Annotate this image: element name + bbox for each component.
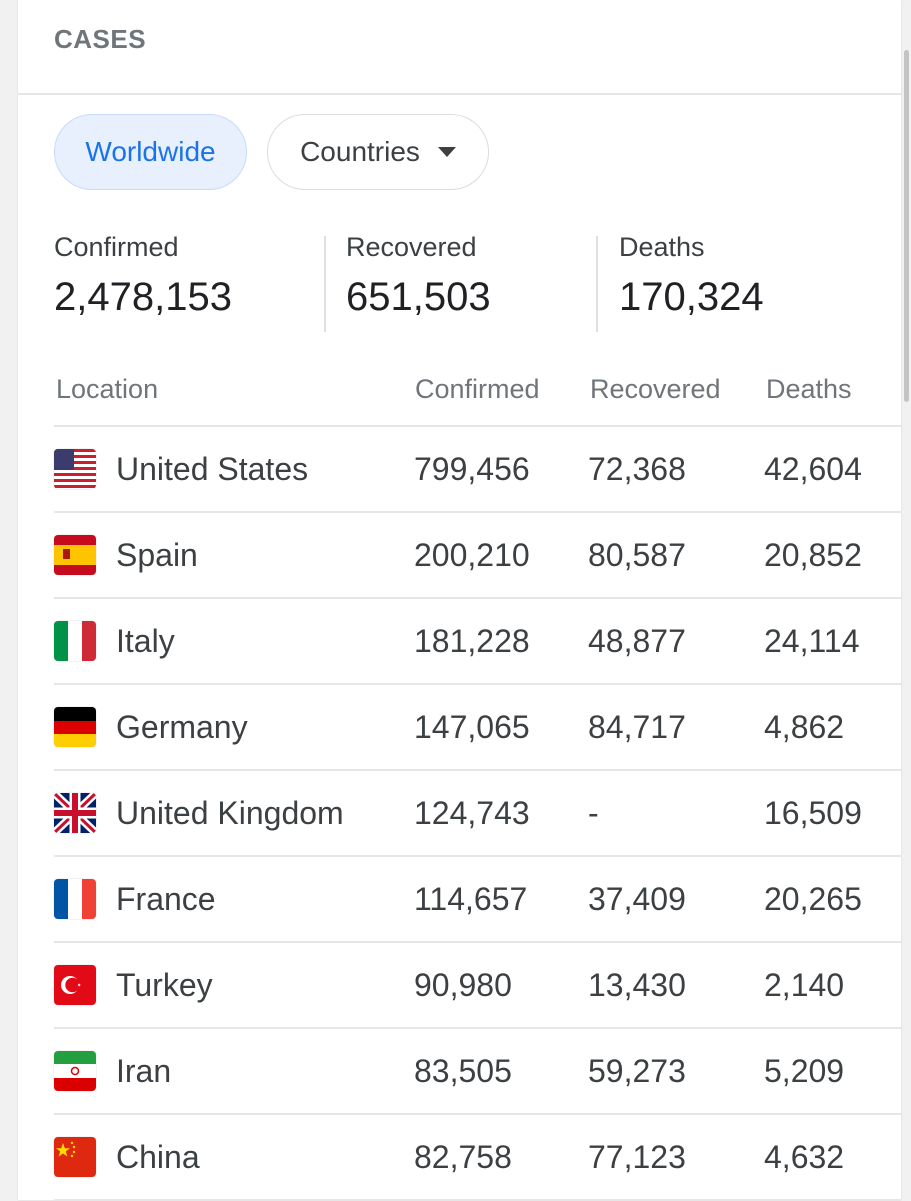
location-cell: France — [116, 881, 216, 917]
cases-card: CASES Worldwide Countries Confirmed 2,47… — [18, 0, 901, 1201]
table-row[interactable]: United States 799,456 72,368 42,604 — [54, 427, 901, 513]
location-cell: United States — [116, 451, 309, 487]
recovered-stat: Recovered 651,503 — [346, 232, 491, 320]
column-header-location[interactable]: Location — [56, 374, 159, 404]
location-cell: Turkey — [116, 967, 213, 1003]
deaths-label: Deaths — [619, 232, 705, 262]
location-cell: Iran — [116, 1053, 172, 1089]
deaths-stat: Deaths 170,324 — [619, 232, 764, 320]
countries-dropdown-label: Countries — [300, 136, 420, 167]
confirmed-cell: 147,065 — [414, 709, 530, 745]
location-cell: Spain — [116, 537, 198, 573]
confirmed-cell: 90,980 — [414, 967, 512, 1003]
deaths-cell: 5,209 — [764, 1053, 845, 1089]
deaths-cell: 2,140 — [764, 967, 845, 1003]
worldwide-chip[interactable]: Worldwide — [54, 114, 247, 190]
recovered-cell: 59,273 — [588, 1053, 686, 1089]
table-row[interactable]: Germany 147,065 84,717 4,862 — [54, 685, 901, 771]
deaths-cell: 20,265 — [764, 881, 862, 917]
recovered-cell: 72,368 — [588, 451, 686, 487]
confirmed-cell: 200,210 — [414, 537, 530, 573]
stat-divider — [596, 236, 598, 332]
stat-divider — [324, 236, 326, 332]
italy-flag-icon — [54, 621, 96, 661]
confirmed-cell: 799,456 — [414, 451, 530, 487]
deaths-value: 170,324 — [619, 275, 764, 319]
confirmed-label: Confirmed — [54, 232, 179, 262]
confirmed-cell: 83,505 — [414, 1053, 512, 1089]
deaths-cell: 4,862 — [764, 709, 845, 745]
location-cell: United Kingdom — [116, 795, 344, 831]
recovered-cell: 84,717 — [588, 709, 686, 745]
recovered-cell: 48,877 — [588, 623, 686, 659]
worldwide-chip-label: Worldwide — [85, 136, 216, 167]
table-row[interactable]: Turkey 90,980 13,430 2,140 — [54, 943, 901, 1029]
recovered-cell: 13,430 — [588, 967, 686, 1003]
table-row[interactable]: United Kingdom 124,743 - 16,509 — [54, 771, 901, 857]
us-flag-icon — [54, 449, 96, 489]
deaths-cell: 24,114 — [764, 623, 860, 659]
countries-dropdown[interactable]: Countries — [267, 114, 489, 190]
recovered-cell: 77,123 — [588, 1139, 686, 1175]
column-header-recovered[interactable]: Recovered — [590, 374, 721, 404]
recovered-cell: 37,409 — [588, 881, 686, 917]
table-row[interactable]: France 114,657 37,409 20,265 — [54, 857, 901, 943]
column-header-confirmed[interactable]: Confirmed — [415, 374, 540, 404]
deaths-cell: 42,604 — [764, 451, 862, 487]
cases-title: CASES — [54, 24, 147, 54]
confirmed-cell: 124,743 — [414, 795, 530, 831]
column-header-deaths[interactable]: Deaths — [766, 374, 852, 404]
china-flag-icon — [54, 1137, 96, 1177]
deaths-cell: 20,852 — [764, 537, 862, 573]
table-row[interactable]: Italy 181,228 48,877 24,114 — [54, 599, 901, 685]
deaths-cell: 16,509 — [764, 795, 862, 831]
scrollbar[interactable] — [904, 50, 909, 402]
confirmed-stat: Confirmed 2,478,153 — [54, 232, 232, 320]
recovered-label: Recovered — [346, 232, 477, 262]
recovered-cell: 80,587 — [588, 537, 686, 573]
spain-flag-icon — [54, 535, 96, 575]
confirmed-cell: 82,758 — [414, 1139, 512, 1175]
turkey-flag-icon — [54, 965, 96, 1005]
iran-flag-icon — [54, 1051, 96, 1091]
table-row[interactable]: Spain 200,210 80,587 20,852 — [54, 513, 901, 599]
deaths-cell: 4,632 — [764, 1139, 845, 1175]
confirmed-cell: 114,657 — [414, 881, 528, 917]
uk-flag-icon — [54, 793, 96, 833]
location-cell: Italy — [116, 623, 175, 659]
dropdown-caret-icon — [437, 147, 456, 157]
table-divider — [54, 425, 901, 427]
location-cell: China — [116, 1139, 200, 1175]
france-flag-icon — [54, 879, 96, 919]
recovered-value: 651,503 — [346, 275, 491, 319]
card-header: CASES — [18, 0, 901, 95]
location-cell: Germany — [116, 709, 248, 745]
table-row[interactable]: China 82,758 77,123 4,632 — [54, 1115, 901, 1201]
germany-flag-icon — [54, 707, 96, 747]
confirmed-cell: 181,228 — [414, 623, 530, 659]
recovered-cell: - — [588, 795, 599, 831]
table-row[interactable]: Iran 83,505 59,273 5,209 — [54, 1029, 901, 1115]
confirmed-value: 2,478,153 — [54, 275, 232, 319]
